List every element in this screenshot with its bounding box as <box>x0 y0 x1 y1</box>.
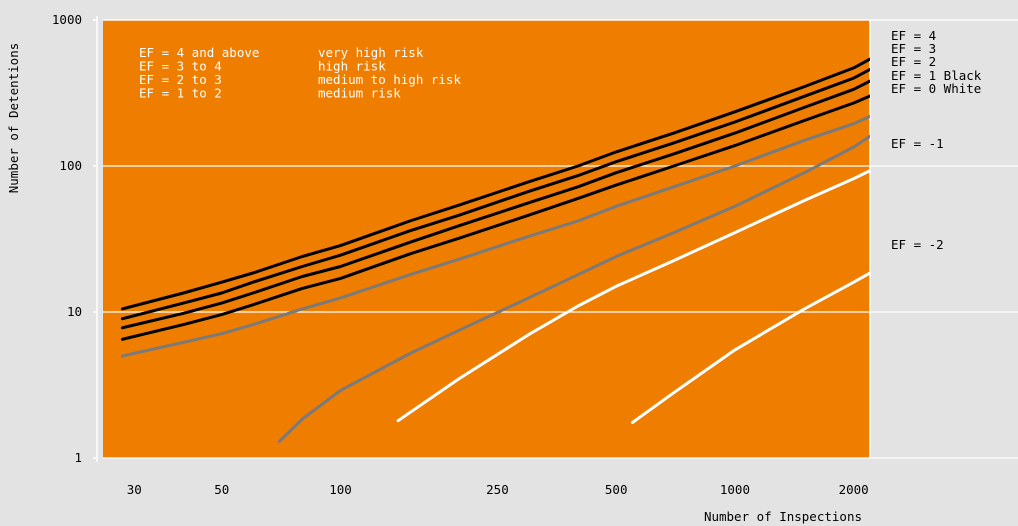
series-lines <box>120 57 870 443</box>
series-line-6 <box>396 168 870 423</box>
y-tick-label: 100 <box>59 158 82 173</box>
legend-range: EF = 2 to 3 <box>139 72 222 87</box>
x-tick-label: 250 <box>486 482 509 497</box>
series-line-4 <box>120 114 870 358</box>
y-tick-label: 1 <box>74 450 82 465</box>
series-line-0 <box>120 57 870 311</box>
right-label: EF = 0 White <box>891 81 981 96</box>
legend-range: EF = 3 to 4 <box>139 59 222 74</box>
right-label: EF = 2 <box>891 54 936 69</box>
x-tick-label: 30 <box>127 482 142 497</box>
series-line-1 <box>120 67 870 321</box>
legend-risk: very high risk <box>318 45 424 60</box>
y-axis-label: Number of Detentions <box>6 43 21 194</box>
series-line-5 <box>277 134 870 443</box>
legend-risk: high risk <box>318 59 386 74</box>
right-label: EF = 4 <box>891 28 936 43</box>
legend-range: EF = 4 and above <box>139 45 259 60</box>
axes: 1 10 100 1000 30 50 100 250 500 1000 2000 <box>52 12 869 497</box>
series-line-3 <box>120 94 870 341</box>
x-tick-label: 2000 <box>839 482 869 497</box>
right-label: EF = 3 <box>891 41 936 56</box>
gridlines <box>103 19 1018 459</box>
x-tick-label: 50 <box>214 482 229 497</box>
high-risk-zone <box>103 20 870 458</box>
risk-zones <box>103 20 870 458</box>
x-tick-label: 1000 <box>720 482 750 497</box>
x-tick-label: 100 <box>329 482 352 497</box>
risk-legend: EF = 4 and above very high risk EF = 3 to … <box>139 45 461 101</box>
y-tick-label: 1000 <box>52 12 82 27</box>
y-tick-label: 10 <box>67 304 82 319</box>
legend-risk: medium risk <box>318 86 401 101</box>
right-label: EF = -1 <box>891 136 944 151</box>
legend-range: EF = 1 to 2 <box>139 86 222 101</box>
legend-risk: medium to high risk <box>318 72 461 87</box>
right-label: EF = -2 <box>891 237 944 252</box>
series-line-7 <box>631 271 870 424</box>
x-axis-label: Number of Inspections <box>704 509 862 524</box>
x-tick-label: 500 <box>605 482 628 497</box>
right-label: EF = 1 Black <box>891 68 982 83</box>
series-line-2 <box>120 79 870 330</box>
